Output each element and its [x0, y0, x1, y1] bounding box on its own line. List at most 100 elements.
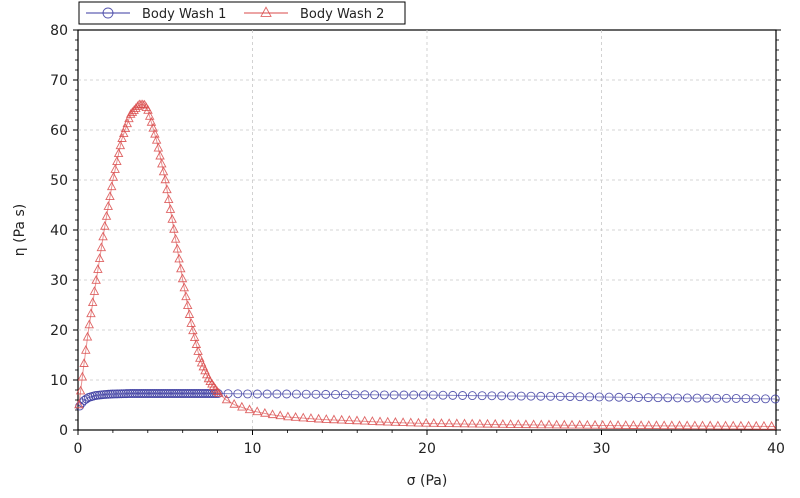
legend[interactable]: Body Wash 1 Body Wash 2: [78, 1, 406, 25]
series-point: [154, 389, 164, 398]
series-point: [115, 140, 126, 150]
series-point: [313, 413, 324, 423]
series-point: [196, 389, 206, 398]
series-point: [306, 413, 316, 422]
series-point: [751, 420, 762, 430]
series-point: [282, 389, 292, 399]
series-point: [604, 392, 614, 402]
series-point: [375, 416, 385, 426]
legend-label: Body Wash 2: [300, 7, 384, 22]
series-point: [77, 371, 88, 381]
series-point: [741, 394, 751, 404]
series-point: [74, 399, 84, 409]
series-point: [119, 128, 129, 138]
series-point: [75, 385, 86, 395]
series-point: [113, 148, 124, 158]
series-point: [158, 389, 168, 398]
series-point: [155, 150, 165, 160]
legend-marker: [260, 6, 272, 17]
series-point: [101, 389, 111, 399]
y-axis-label: η (Pa s): [12, 204, 28, 256]
series-point: [151, 134, 162, 144]
series-point: [546, 391, 555, 401]
series-point: [144, 110, 155, 120]
series-point: [643, 393, 653, 403]
series-point: [229, 398, 239, 408]
series-point: [136, 389, 146, 398]
series-point: [96, 242, 107, 252]
series-point: [283, 411, 293, 421]
series-point: [526, 391, 536, 401]
series-point: [214, 387, 224, 397]
series-point: [165, 204, 176, 213]
series-point: [667, 420, 677, 430]
series-point: [344, 415, 355, 424]
series-point: [613, 420, 623, 429]
series-point: [605, 420, 616, 429]
series-point: [167, 214, 177, 223]
series-point: [379, 390, 389, 400]
series-point: [110, 164, 120, 173]
series-point: [106, 389, 115, 399]
series-point: [112, 156, 122, 165]
series-point: [352, 415, 362, 425]
series-point: [761, 394, 770, 404]
series-point: [252, 389, 262, 399]
series-point: [186, 318, 196, 327]
series-point: [444, 418, 454, 428]
series-point: [106, 181, 117, 191]
series-point: [728, 420, 738, 430]
series-point: [382, 416, 393, 426]
series-point: [360, 390, 370, 400]
series-point: [123, 389, 133, 399]
series-point: [94, 253, 105, 263]
series-point: [194, 389, 203, 398]
series-point: [156, 389, 166, 398]
series-point: [713, 420, 723, 430]
series-point: [187, 389, 197, 398]
series-point: [193, 346, 203, 355]
series-point: [185, 389, 195, 398]
series-point: [321, 389, 331, 399]
series-2: [74, 99, 777, 430]
series-point: [634, 393, 643, 402]
series-point: [321, 414, 332, 423]
series-point: [597, 419, 608, 429]
series-1: [75, 389, 780, 411]
series-point: [659, 420, 669, 430]
series-point: [697, 420, 708, 430]
series-point: [81, 394, 91, 404]
series-point: [108, 389, 118, 399]
series-point: [490, 418, 500, 428]
legend-label: Body Wash 1: [142, 7, 226, 22]
x-axis-label: σ (Pa): [407, 473, 448, 489]
series-layer: [74, 99, 780, 430]
series-point: [163, 194, 174, 204]
series-point: [475, 418, 485, 428]
series-point: [86, 308, 96, 318]
series-point: [551, 419, 562, 429]
series-point: [189, 332, 200, 342]
series-point: [390, 417, 401, 426]
series-point: [198, 389, 208, 398]
series-point: [167, 389, 177, 398]
series-point: [585, 392, 595, 402]
series-point: [459, 418, 470, 428]
series-point: [184, 309, 195, 318]
series-point: [359, 415, 370, 425]
series-point: [91, 275, 101, 284]
series-point: [628, 420, 639, 429]
series-point: [565, 392, 575, 401]
series-point: [179, 282, 190, 292]
series-point: [191, 339, 202, 348]
x-tick-label: 20: [418, 441, 436, 457]
series-point: [176, 263, 186, 273]
series-point: [252, 406, 262, 416]
series-point: [594, 392, 604, 402]
series-point: [153, 142, 164, 152]
series-point: [644, 420, 654, 430]
series-point: [101, 211, 112, 220]
x-tick-label: 0: [74, 441, 83, 457]
legend-box: [78, 1, 406, 25]
